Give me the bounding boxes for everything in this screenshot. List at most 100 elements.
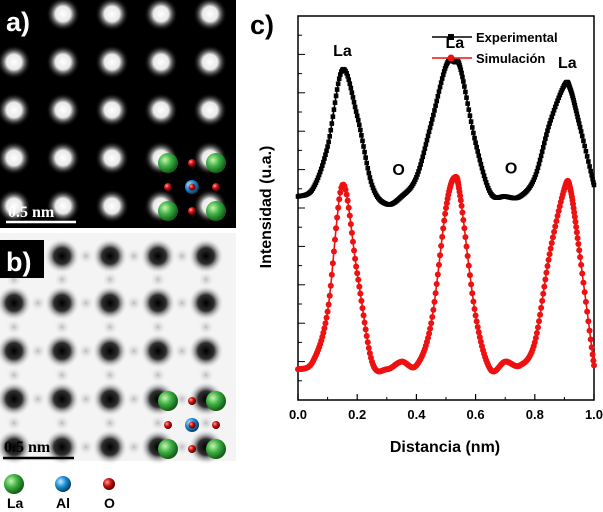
experimental-point: [576, 121, 582, 126]
panel-b-faint-column: [77, 438, 95, 456]
experimental-point: [464, 95, 469, 100]
simulation-point: [541, 283, 548, 290]
experimental-point: [366, 170, 372, 176]
experimental-point: [363, 155, 368, 160]
experimental-point: [457, 64, 463, 70]
x-tick-label: 0.4: [407, 407, 426, 422]
legend-label: Experimental: [476, 30, 558, 45]
experimental-point: [334, 87, 340, 92]
panel-b-dark-column: [188, 238, 224, 274]
simulation-point: [348, 229, 355, 236]
experimental-point: [416, 169, 421, 174]
panel-b-dark-column: [92, 333, 128, 369]
experimental-point: [327, 134, 333, 139]
experimental-point: [468, 119, 474, 124]
experimental-point: [365, 165, 371, 171]
simulation-point: [469, 290, 476, 297]
experimental-point: [428, 121, 434, 126]
panel-a-scale-text: 0.5 nm: [8, 204, 55, 221]
experimental-point: [477, 157, 483, 163]
panel-b-dark-column: [188, 333, 224, 369]
experimental-point: [426, 129, 432, 135]
experimental-point: [370, 185, 376, 191]
simulation-point: [435, 261, 442, 268]
experimental-point: [461, 79, 466, 84]
simulation-point: [589, 351, 596, 358]
experimental-point: [332, 100, 338, 105]
experimental-point: [474, 144, 479, 150]
experimental-point: [434, 98, 440, 104]
panel-b-faint-column: [5, 318, 23, 336]
simulation-point: [336, 196, 343, 203]
experimental-point: [532, 174, 538, 180]
simulation-point: [475, 329, 482, 336]
panel-b-faint-column: [173, 342, 191, 360]
experimental-point: [578, 129, 584, 134]
experimental-point: [318, 166, 324, 172]
simulation-point: [464, 253, 471, 259]
panel-b-faint-column: [101, 414, 119, 432]
simulation-point: [587, 336, 594, 343]
experimental-point: [462, 84, 467, 89]
panel-b-scale-text: 0.5 nm: [4, 439, 51, 456]
experimental-point: [472, 135, 477, 141]
panel-b-faint-column: [53, 270, 71, 289]
panel-b-faint-column: [197, 366, 215, 384]
simulation-point: [431, 298, 438, 305]
experimental-point: [423, 142, 429, 147]
panel-b-faint-column: [53, 366, 71, 384]
experimental-point: [362, 149, 367, 155]
panel-a-bright-column: [144, 93, 178, 127]
panel-a-bright-column: [46, 93, 80, 127]
experimental-point: [548, 117, 553, 123]
legend-circle-marker: [447, 54, 455, 62]
experimental-point: [539, 149, 545, 154]
experimental-point: [440, 72, 446, 78]
simulation-point: [437, 252, 444, 259]
experimental-point: [347, 81, 353, 86]
experimental-point: [346, 77, 352, 83]
panel-a-bright-column: [193, 45, 227, 79]
simulation-point: [470, 298, 477, 305]
panel-b-dark-column: [0, 285, 32, 321]
panel-a-image: a) 0.5 nm: [0, 0, 236, 228]
panel-a-bright-column: [0, 93, 31, 127]
experimental-point: [441, 69, 447, 74]
x-tick-label: 0.6: [467, 407, 485, 422]
experimental-point: [325, 144, 330, 149]
experimental-point: [571, 100, 577, 105]
experimental-point: [483, 180, 489, 185]
panel-a-bright-column: [0, 141, 31, 175]
simulation-point: [476, 334, 483, 341]
experimental-point: [421, 150, 427, 156]
experimental-point: [480, 169, 486, 175]
panel-a-bright-column: [46, 189, 80, 223]
experimental-point: [577, 124, 583, 130]
simulation-point: [359, 305, 366, 312]
experimental-point: [584, 154, 590, 159]
simulation-point: [337, 189, 344, 196]
experimental-point: [591, 180, 596, 185]
simulation-point: [356, 283, 363, 290]
experimental-point: [350, 95, 356, 100]
experimental-point: [458, 67, 464, 73]
y-axis-title: Intensidad (u.a.): [258, 146, 275, 269]
simulation-point: [571, 209, 578, 216]
experimental-point: [424, 137, 430, 143]
experimental-point: [540, 144, 546, 150]
experimental-point: [322, 156, 327, 161]
simulation-point: [553, 218, 560, 225]
panel-a-bright-column: [95, 189, 129, 223]
panel-b-structure-inset: [158, 391, 226, 459]
experimental-point: [326, 139, 331, 145]
panel-b-faint-column: [173, 247, 191, 265]
panel-b-dark-column: [92, 381, 128, 417]
experimental-point: [535, 165, 541, 171]
experimental-point: [437, 84, 443, 90]
experimental-point: [357, 122, 362, 128]
experimental-point: [425, 133, 431, 139]
simulation-point: [537, 311, 544, 318]
panel-a-label: a): [6, 7, 30, 37]
simulation-point: [362, 326, 369, 333]
panel-b-faint-column: [173, 294, 191, 312]
